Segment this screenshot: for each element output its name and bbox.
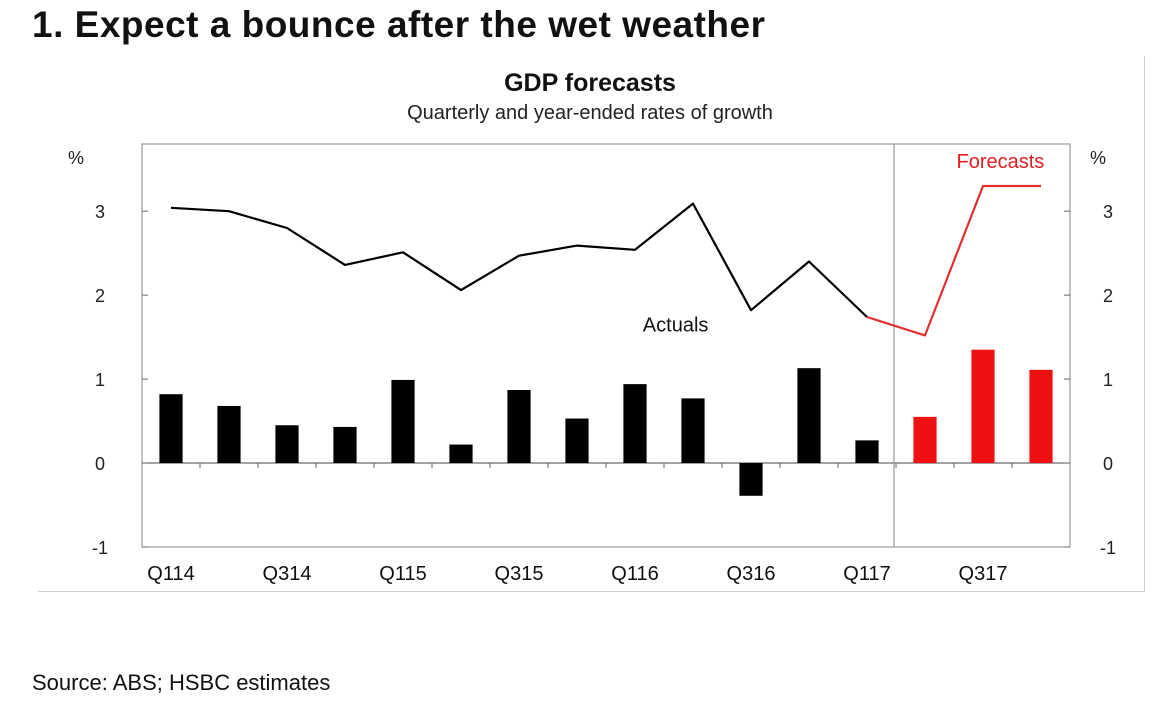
y-tick-label-right: 1: [1103, 370, 1113, 390]
actual-bar: [797, 368, 821, 464]
source-note: Source: ABS; HSBC estimates: [32, 670, 331, 695]
x-tick-label: Q317: [959, 563, 1008, 585]
plot-layer: -1 -1 0 0 1 1 2 2 3 3 Q114 Q314 Q115 Q315 Q116 Q316 Q117…: [92, 144, 1116, 585]
x-tick-label: Q314: [263, 563, 312, 585]
actual-bar: [507, 389, 531, 464]
forecast-bar: [1029, 369, 1053, 464]
y-tick-label-left: 1: [95, 370, 105, 390]
x-tick-label: Q117: [843, 563, 890, 585]
y-tick-label-right: 0: [1103, 454, 1113, 474]
y-tick-label-right: 3: [1103, 202, 1113, 222]
x-tick-label: Q114: [147, 563, 194, 585]
y-tick-label-left: 0: [95, 454, 105, 474]
y-tick-label-right: 2: [1103, 286, 1113, 306]
x-tick-label: Q116: [611, 563, 658, 585]
actual-bar: [275, 425, 299, 464]
x-tick-label: Q315: [495, 563, 544, 585]
plot-area: [141, 143, 1071, 548]
y-tick-label-left: -1: [92, 538, 108, 558]
actual-bar: [449, 444, 473, 464]
y-tick-label-left: 2: [95, 286, 105, 306]
actual-growth-line: [170, 202, 868, 318]
y-tick-label-right: -1: [1100, 538, 1116, 558]
chart-frame: [38, 56, 1145, 592]
annotation-label: Forecasts: [956, 151, 1044, 173]
actual-bar: [855, 440, 879, 464]
actual-bar: [681, 398, 705, 464]
actual-bar: [217, 405, 241, 464]
left-axis-unit: %: [68, 148, 84, 168]
actual-bar: [623, 384, 647, 464]
actual-bar: [739, 463, 763, 496]
x-tick-label: Q115: [379, 563, 426, 585]
actual-bar: [565, 418, 589, 464]
gdp-forecast-chart: GDP forecasts Quarterly and year-ended r…: [68, 69, 1116, 585]
chart-subtitle: Quarterly and year-ended rates of growth: [407, 102, 773, 124]
chart-title: GDP forecasts: [504, 69, 676, 97]
page-heading: 1. Expect a bounce after the wet weather: [32, 4, 766, 45]
forecast-bar: [971, 349, 995, 464]
actual-bar: [333, 426, 357, 464]
actual-bar: [159, 394, 183, 464]
y-tick-label-left: 3: [95, 202, 105, 222]
annotation-label: Actuals: [643, 315, 709, 337]
right-axis-unit: %: [1090, 148, 1106, 168]
x-tick-label: Q316: [727, 563, 776, 585]
forecast-bar: [913, 416, 937, 464]
actual-bar: [391, 379, 415, 464]
forecast-growth-line: [866, 184, 1041, 337]
